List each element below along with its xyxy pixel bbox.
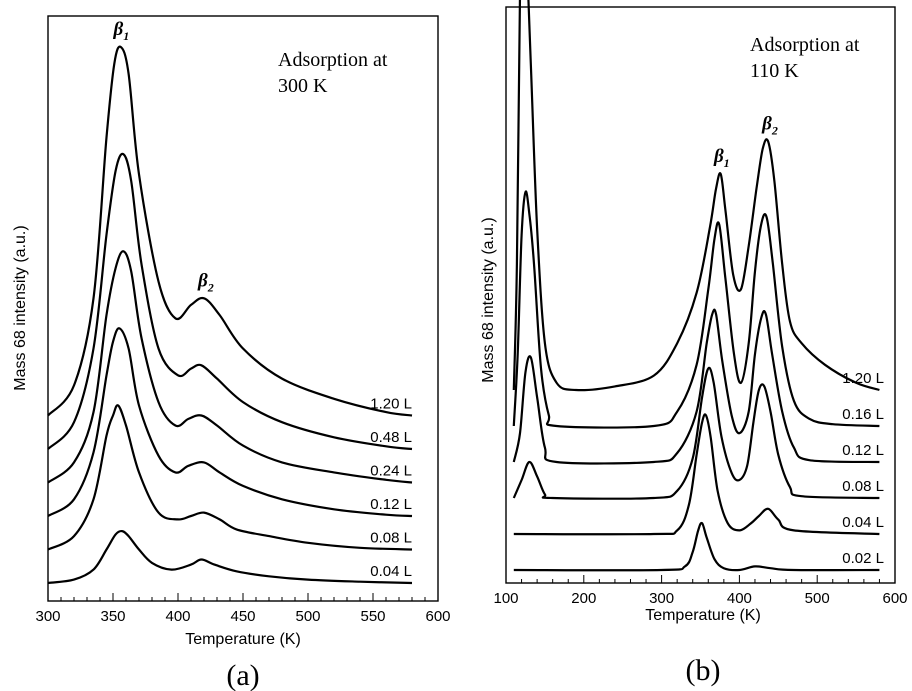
series-line	[512, 190, 880, 429]
series-label: 0.08 L	[842, 478, 884, 495]
series-label: 0.04 L	[370, 563, 412, 580]
panel-b-annotation-line2: 110 K	[750, 60, 799, 82]
series-label: 0.16 L	[842, 406, 884, 423]
panel-b-y-axis-title: Mass 68 intensity (a.u.)	[480, 217, 497, 382]
x-tick-label: 400	[727, 590, 752, 607]
panel-a-curves	[47, 45, 413, 585]
panel-b-panel-label: (b)	[686, 654, 721, 687]
panel-b-x-ticks: 100 200 300 400 500 600	[493, 575, 908, 607]
series-label: 0.02 L	[842, 550, 884, 567]
series-line	[47, 45, 413, 417]
series-line	[47, 404, 413, 551]
x-tick-label: 300	[649, 590, 674, 607]
series-label: 1.20 L	[370, 396, 412, 413]
series-line	[47, 529, 413, 585]
series-line	[47, 250, 413, 484]
series-line	[47, 327, 413, 518]
x-tick-label: 300	[35, 608, 60, 625]
panel-a: 300 350 400 450 500 550 600 0.04 L 0.08 L 0.12 L…	[12, 15, 451, 691]
panel-a-series-labels: 0.04 L 0.08 L 0.12 L 0.24 L 0.48 L 1.20 L	[370, 396, 412, 581]
series-label: 0.12 L	[370, 496, 412, 513]
panel-b-curves	[512, 0, 880, 572]
panel-b: 100 200 300 400 500 600 0.02 L 0.04 L 0.08 L 0.1…	[480, 0, 908, 687]
series-line	[513, 413, 880, 536]
panel-a-peak-labels: β1 β2	[113, 19, 214, 294]
x-tick-label: 400	[165, 608, 190, 625]
panel-b-series-labels: 0.02 L 0.04 L 0.08 L 0.12 L 0.16 L 1.20 L	[842, 370, 884, 567]
peak-label: β1	[113, 19, 130, 43]
x-tick-label: 600	[425, 608, 450, 625]
panel-a-x-axis-title: Temperature (K)	[185, 631, 301, 648]
series-label: 0.12 L	[842, 442, 884, 459]
panel-a-y-axis-title: Mass 68 intensity (a.u.)	[12, 225, 29, 390]
panel-b-x-axis-title: Temperature (K)	[645, 607, 761, 624]
x-tick-label: 500	[295, 608, 320, 625]
series-line	[512, 366, 880, 500]
x-tick-label: 100	[493, 590, 518, 607]
panel-b-plot-frame	[505, 6, 896, 584]
series-label: 0.08 L	[370, 530, 412, 547]
series-line	[47, 152, 413, 451]
panel-a-panel-label: (a)	[226, 659, 259, 691]
panel-b-annotation-line1: Adsorption at	[750, 34, 860, 56]
panel-a-annotation-line2: 300 K	[278, 75, 328, 97]
x-tick-label: 350	[100, 608, 125, 625]
peak-label: β2	[761, 114, 778, 138]
x-tick-label: 450	[230, 608, 255, 625]
series-line	[512, 0, 880, 392]
series-line	[512, 308, 880, 465]
x-tick-label: 500	[805, 590, 830, 607]
series-line	[513, 521, 880, 572]
x-tick-label: 550	[360, 608, 385, 625]
series-label: 0.04 L	[842, 514, 884, 531]
panel-a-annotation-line1: Adsorption at	[278, 49, 388, 71]
panel-a-x-ticks: 300 350 400 450 500 550 600	[35, 593, 451, 625]
peak-label: β1	[713, 146, 730, 170]
x-tick-label: 600	[882, 590, 907, 607]
x-tick-label: 200	[571, 590, 596, 607]
series-label: 0.48 L	[370, 429, 412, 446]
series-label: 0.24 L	[370, 463, 412, 480]
series-label: 1.20 L	[842, 370, 884, 387]
peak-label: β2	[197, 270, 214, 294]
